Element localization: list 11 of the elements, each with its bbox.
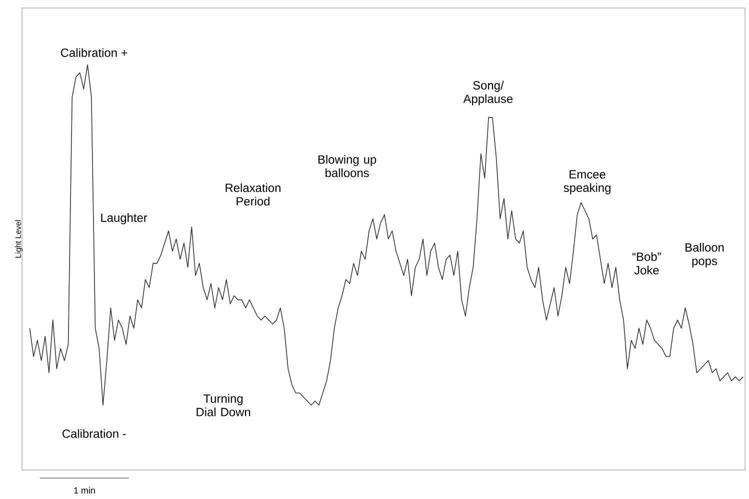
annotation: Relaxation Period: [226, 183, 280, 206]
annotation: Emcee speaking: [564, 170, 610, 194]
text: 1 min: [74, 487, 95, 494]
annotation: Balloon pops: [686, 242, 724, 268]
annotation: Turning Dial Down: [196, 394, 250, 416]
annotation: Calibration -: [62, 429, 126, 438]
annotation: “Bob” Joke: [632, 252, 661, 274]
annotation: Laughter: [101, 213, 148, 224]
text: Calibration +: [60, 48, 128, 57]
annotation: Blowing up balloons: [318, 154, 376, 178]
annotation: Song/ Applause: [463, 80, 513, 106]
